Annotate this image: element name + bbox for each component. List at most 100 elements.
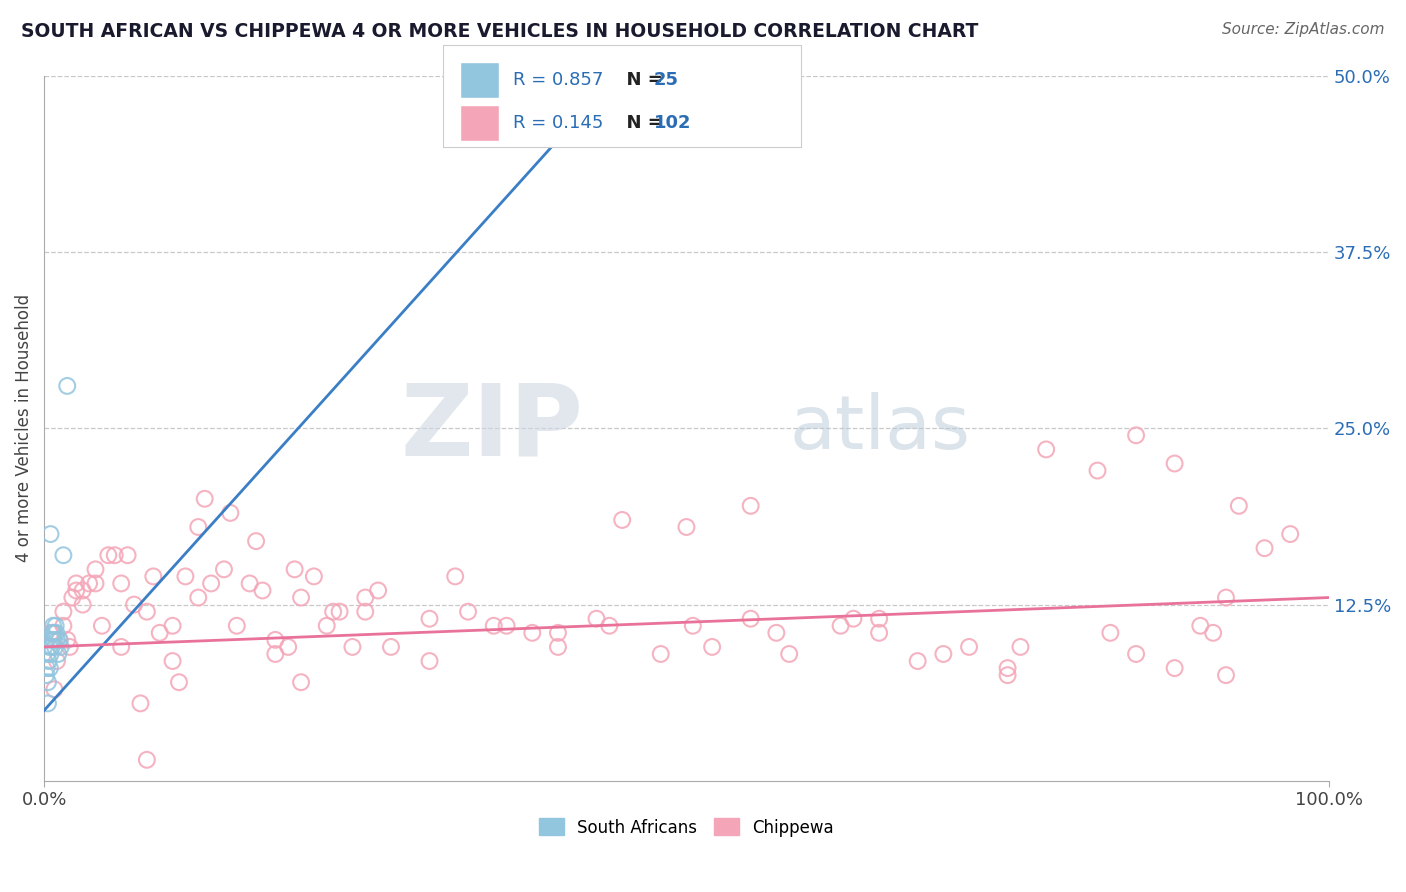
Point <box>842 612 865 626</box>
Point <box>44 625 66 640</box>
Point <box>868 625 890 640</box>
Point <box>302 569 325 583</box>
Point <box>315 619 337 633</box>
Point <box>907 654 929 668</box>
Point <box>60 591 83 605</box>
Point <box>56 379 79 393</box>
Point <box>46 632 69 647</box>
Point <box>135 605 157 619</box>
Point <box>264 632 287 647</box>
Text: SOUTH AFRICAN VS CHIPPEWA 4 OR MORE VEHICLES IN HOUSEHOLD CORRELATION CHART: SOUTH AFRICAN VS CHIPPEWA 4 OR MORE VEHI… <box>21 22 979 41</box>
Point <box>682 619 704 633</box>
Point <box>52 548 75 562</box>
Point <box>90 619 112 633</box>
Point <box>84 576 107 591</box>
Point <box>187 520 209 534</box>
Point <box>35 668 58 682</box>
Point <box>84 562 107 576</box>
Point <box>585 612 607 626</box>
Point <box>957 640 980 654</box>
Point <box>329 605 352 619</box>
Point <box>162 619 184 633</box>
Point <box>380 640 402 654</box>
Point <box>39 647 62 661</box>
Point <box>42 632 65 647</box>
Point <box>44 682 66 697</box>
Point <box>194 491 217 506</box>
Point <box>612 513 634 527</box>
Point <box>35 661 58 675</box>
Point <box>48 632 70 647</box>
Y-axis label: 4 or more Vehicles in Household: 4 or more Vehicles in Household <box>15 294 32 562</box>
Point <box>290 675 312 690</box>
Legend: South Africans, Chippewa: South Africans, Chippewa <box>533 812 841 843</box>
Point <box>52 619 75 633</box>
Text: R = 0.857: R = 0.857 <box>513 71 603 89</box>
Point <box>418 612 440 626</box>
Text: 102: 102 <box>654 114 692 132</box>
Point <box>264 647 287 661</box>
Point <box>39 625 62 640</box>
Point <box>1035 442 1057 457</box>
Point <box>1279 527 1302 541</box>
Point <box>200 576 222 591</box>
Point <box>59 640 82 654</box>
Point <box>598 619 620 633</box>
Point <box>39 632 62 647</box>
Point <box>1215 668 1237 682</box>
Point <box>1087 464 1109 478</box>
Point <box>219 506 242 520</box>
Point <box>77 576 100 591</box>
Point <box>142 569 165 583</box>
Point <box>45 625 67 640</box>
Point <box>354 591 377 605</box>
Point <box>149 625 172 640</box>
Point <box>174 569 197 583</box>
Text: 25: 25 <box>654 71 679 89</box>
Point <box>547 625 569 640</box>
Point <box>44 640 66 654</box>
Point <box>46 647 69 661</box>
Point <box>284 562 307 576</box>
Point <box>277 640 299 654</box>
Point <box>997 668 1019 682</box>
Point <box>52 605 75 619</box>
Point <box>1215 591 1237 605</box>
Point <box>37 697 59 711</box>
Point <box>65 576 87 591</box>
Point <box>162 654 184 668</box>
Point <box>252 583 274 598</box>
Point <box>187 591 209 605</box>
Point <box>110 576 132 591</box>
Point <box>740 612 762 626</box>
Text: R = 0.145: R = 0.145 <box>513 114 603 132</box>
Point <box>45 619 67 633</box>
Point <box>37 647 59 661</box>
Point <box>1163 661 1185 675</box>
Point <box>97 548 120 562</box>
Point <box>1125 428 1147 442</box>
Point <box>117 548 139 562</box>
Point <box>212 562 235 576</box>
Point <box>239 576 262 591</box>
Point <box>1163 457 1185 471</box>
Point <box>342 640 364 654</box>
Point <box>444 569 467 583</box>
Point <box>997 661 1019 675</box>
Point <box>39 527 62 541</box>
Point <box>322 605 344 619</box>
Point <box>56 632 79 647</box>
Point <box>675 520 697 534</box>
Point <box>868 612 890 626</box>
Point <box>457 605 479 619</box>
Text: N =: N = <box>614 114 669 132</box>
Point <box>522 625 544 640</box>
Point <box>1010 640 1032 654</box>
Point <box>122 598 145 612</box>
Point <box>38 654 60 668</box>
Point <box>72 583 94 598</box>
Point <box>290 591 312 605</box>
Point <box>765 625 787 640</box>
Point <box>830 619 852 633</box>
Point <box>37 675 59 690</box>
